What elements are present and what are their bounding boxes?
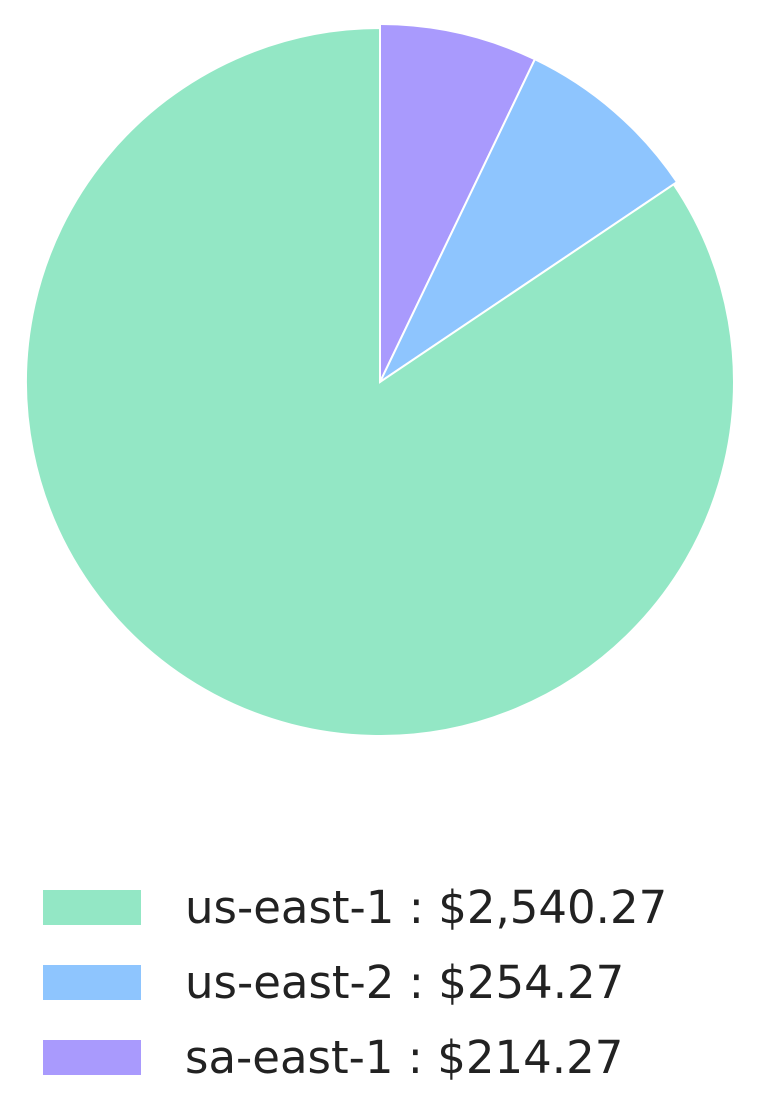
legend-item-us-east-2: us-east-2 : $254.27	[43, 945, 667, 1020]
legend-item-us-east-1: us-east-1 : $2,540.27	[43, 870, 667, 945]
pie-chart	[25, 22, 735, 737]
pie-slice-us-east-1	[25, 26, 735, 737]
pie-slice-sa-east-1	[379, 22, 537, 383]
legend-label: us-east-1 : $2,540.27	[185, 881, 668, 934]
legend-label: us-east-2 : $254.27	[185, 956, 625, 1009]
legend-label: sa-east-1 : $214.27	[185, 1031, 624, 1084]
legend-swatch	[43, 1040, 141, 1075]
legend-item-sa-east-1: sa-east-1 : $214.27	[43, 1020, 667, 1095]
pie-slice-us-east-2	[377, 57, 679, 385]
legend: us-east-1 : $2,540.27 us-east-2 : $254.2…	[43, 870, 667, 1095]
legend-swatch	[43, 965, 141, 1000]
legend-swatch	[43, 890, 141, 925]
